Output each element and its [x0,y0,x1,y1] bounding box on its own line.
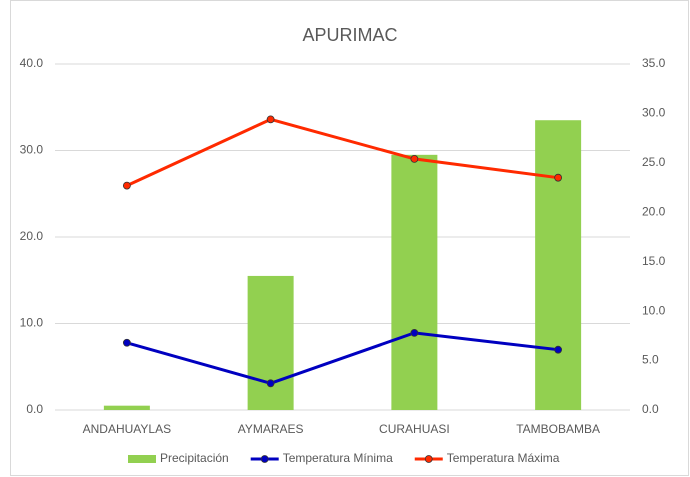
point [266,115,275,124]
point [554,345,563,354]
legend-swatch [128,455,156,463]
y2-tick-label: 20.0 [642,204,666,218]
chart-title: APURIMAC [302,25,397,45]
point [122,338,131,347]
y2-tick-label: 0.0 [642,402,659,416]
bar [247,275,294,410]
legend-marker [260,455,269,463]
y2-tick-label: 5.0 [642,353,659,367]
y-tick-label: 0.0 [26,402,43,416]
point [122,181,131,190]
point [410,328,419,337]
x-tick-label: CURAHUASI [379,422,450,436]
y-tick-label: 30.0 [20,143,44,157]
y-tick-label: 20.0 [20,229,44,243]
bar [103,405,150,410]
legend-marker [424,455,433,463]
y2-tick-label: 30.0 [642,106,666,120]
y2-tick-label: 35.0 [642,56,666,70]
bar [391,154,438,410]
y2-tick-label: 15.0 [642,254,666,268]
y-tick-label: 10.0 [20,316,44,330]
x-tick-label: AYMARAES [238,422,304,436]
chart-frame [10,0,689,476]
y-tick-label: 40.0 [20,56,44,70]
point [410,155,419,163]
line [126,117,559,187]
line [126,331,559,385]
y2-tick-label: 25.0 [642,155,666,169]
bar [535,120,582,410]
point [266,379,275,388]
x-tick-label: ANDAHUAYLAS [83,422,171,436]
x-tick-label: TAMBOBAMBA [516,422,600,436]
legend-label: Temperatura Mínima [283,451,393,465]
point [554,173,563,182]
legend-label: Precipitación [160,451,229,465]
y2-tick-label: 10.0 [642,303,666,317]
legend-label: Temperatura Máxima [447,451,560,465]
